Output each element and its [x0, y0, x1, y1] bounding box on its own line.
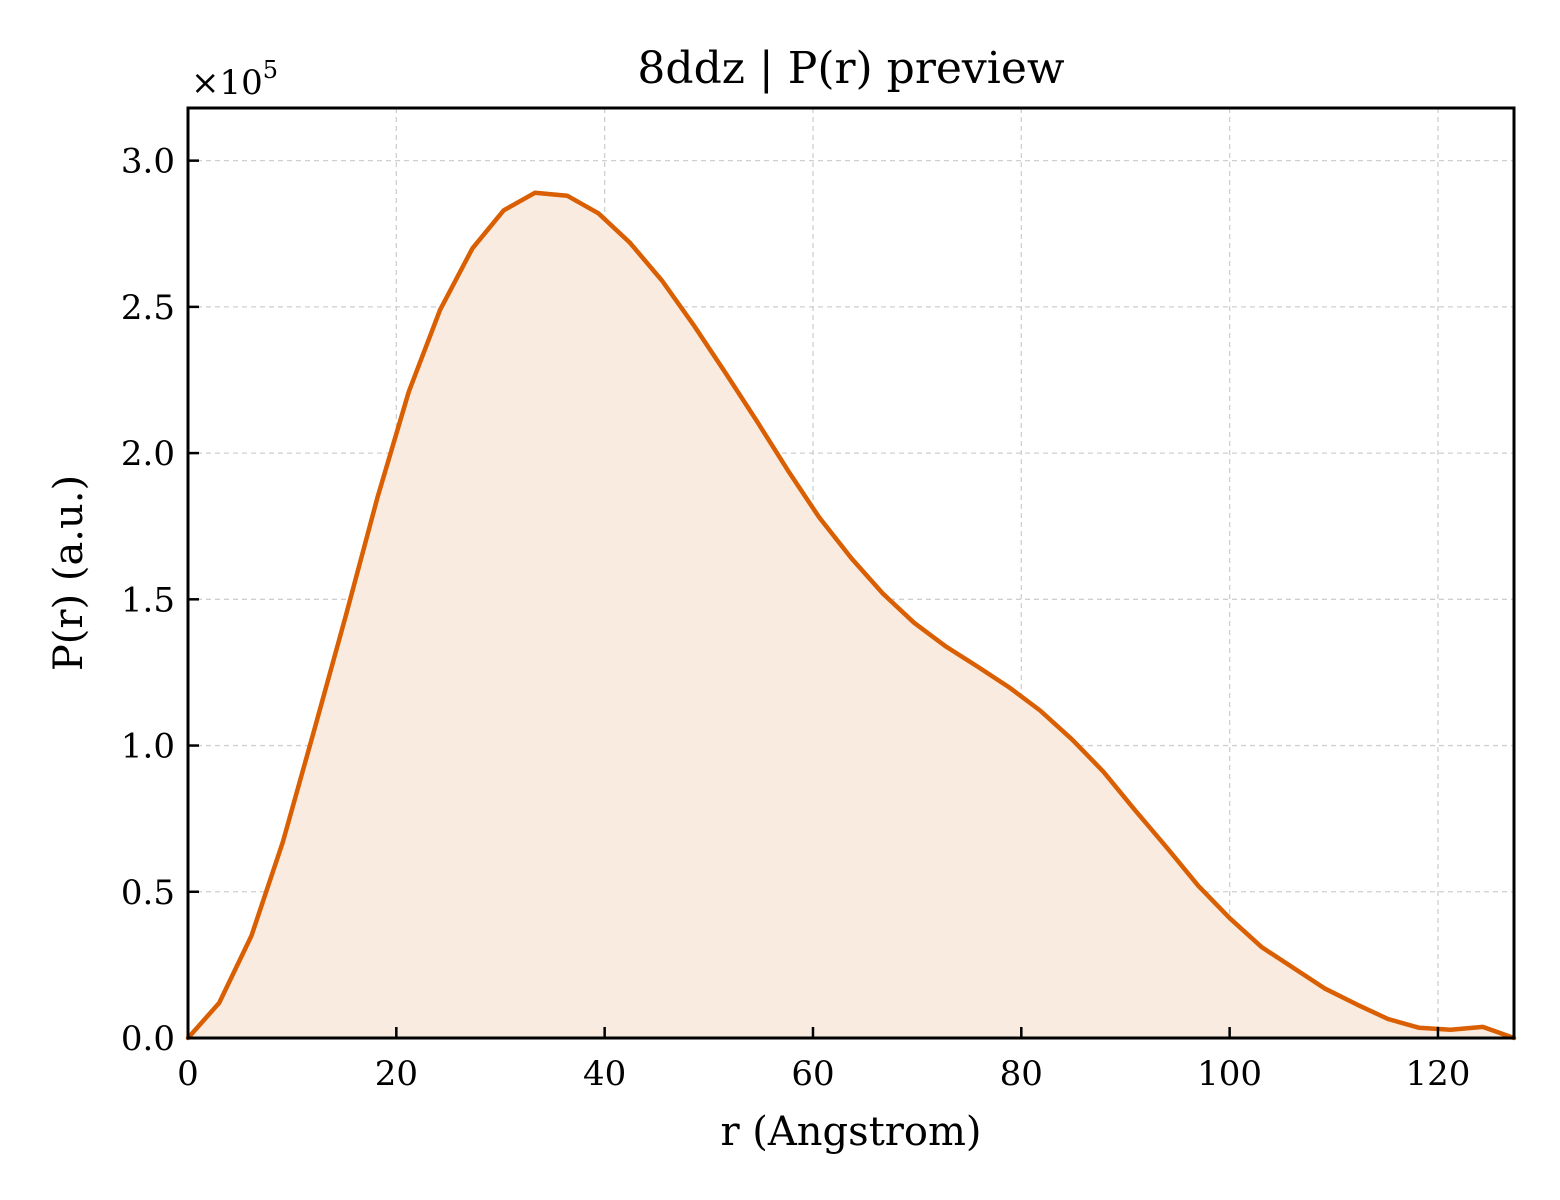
x-axis-label: r (Angstrom): [720, 1109, 981, 1155]
y-tick-label: 2.5: [121, 288, 175, 328]
plot-area: [185, 190, 1517, 1041]
y-offset-base: ×10: [191, 63, 263, 103]
x-tick-label: 80: [1000, 1054, 1043, 1094]
x-tick-label: 20: [375, 1054, 418, 1094]
y-tick-label: 1.0: [121, 727, 175, 767]
y-offset-exponent: 5: [263, 56, 278, 84]
y-tick-label: 0.5: [121, 873, 175, 913]
x-tick-label: 60: [791, 1054, 834, 1094]
y-offset-label: ×105: [191, 56, 278, 103]
y-tick-label: 0.0: [121, 1019, 175, 1059]
y-tick-label: 3.0: [121, 142, 175, 182]
x-tick-label: 120: [1406, 1054, 1471, 1094]
x-tick-label: 100: [1197, 1054, 1262, 1094]
tick-labels: 0 20 40 60 80 100 120 0.0 0.5 1.0 1.5 2.0 2.5 3.0: [121, 142, 1470, 1094]
y-axis-label: P(r) (a.u.): [46, 475, 92, 671]
plot-frame: [186, 106, 1516, 1040]
pr-area-fill: [188, 192, 1514, 1039]
y-tick-label: 2.0: [121, 434, 175, 474]
x-tick-label: 40: [583, 1054, 626, 1094]
x-tick-label: 0: [177, 1054, 199, 1094]
y-tick-label: 1.5: [121, 580, 175, 620]
chart-title: 8ddz | P(r) preview: [637, 43, 1064, 94]
